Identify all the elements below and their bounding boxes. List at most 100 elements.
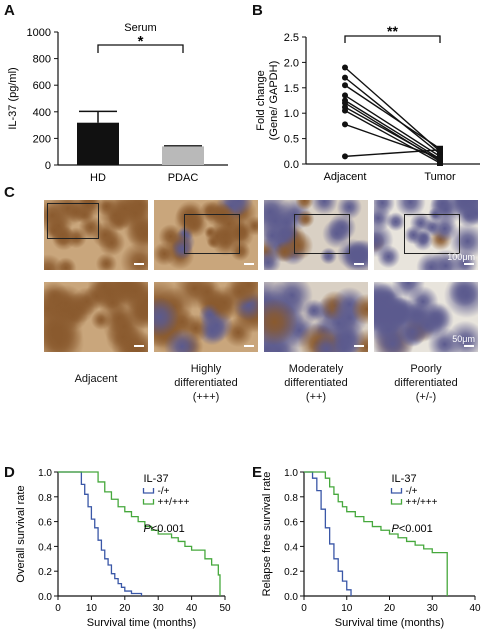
inset-box [404, 214, 460, 254]
x-tick-label: HD [90, 172, 106, 184]
y-tick-label: 600 [33, 80, 51, 92]
caption-line: (+/-) [415, 391, 437, 403]
y-tick-label: 0.0 [284, 159, 299, 171]
micrograph-zoom [154, 282, 258, 352]
x-tick-label: 30 [427, 603, 439, 614]
inset-box [184, 214, 240, 254]
y-tick-label: 1.5 [284, 83, 299, 95]
x-axis-label: Survival time (months) [87, 617, 196, 629]
adjacent-point [342, 74, 348, 81]
y-tick-label: 0.0 [284, 592, 298, 603]
scale-bar [244, 345, 254, 347]
tumor-point [437, 159, 443, 166]
pair-line [344, 99, 441, 160]
y-tick-label: 0.6 [284, 518, 298, 529]
bar-hd [77, 122, 119, 165]
legend-label: ++/+++ [158, 497, 190, 508]
y-tick-label: 1.0 [38, 468, 52, 479]
x-tick-label: 40 [469, 603, 481, 614]
scale-bar [464, 345, 474, 347]
panel-letter-b: B [252, 2, 263, 19]
adjacent-point [342, 153, 348, 160]
adjacent-point [342, 82, 348, 89]
micrograph-overview: 100μm [374, 200, 478, 270]
micrograph-caption: Moderately differentiated (++) [264, 362, 368, 404]
y-tick-label: 1.0 [284, 468, 298, 479]
micrograph-overview [44, 200, 148, 270]
micrograph-caption: Highly differentiated (+++) [154, 362, 258, 404]
y-tick-label: 200 [33, 133, 51, 145]
y-tick-label: 400 [33, 107, 51, 119]
x-tick-label: 50 [219, 603, 231, 614]
pair-line [344, 77, 441, 155]
panel-letter-e: E [252, 464, 263, 481]
x-tick-label: 40 [186, 603, 198, 614]
scale-bar [134, 345, 144, 347]
caption-line: Poorly [410, 363, 442, 375]
km-curve-high [304, 471, 448, 596]
x-tick-label: 0 [55, 603, 61, 614]
adjacent-point [342, 121, 348, 128]
pair-line [344, 149, 441, 158]
caption-line: Highly [190, 363, 222, 375]
y-tick-label: 0.6 [38, 518, 52, 529]
km-curve-low [58, 471, 143, 596]
caption-line: (+++) [192, 391, 220, 403]
significance-bracket [97, 44, 184, 53]
panel-e-survival-chart: 0.0 0.2 0.4 0.6 0.8 1.0 0 10 20 30 40 Survival time… [261, 468, 481, 629]
caption-line: (++) [305, 391, 327, 403]
y-axis-label-line2: (Gene/ GAPDH) [268, 61, 280, 140]
significance-mark: ** [387, 23, 398, 39]
legend-label: -/+ [158, 486, 170, 497]
scale-bar [464, 263, 474, 265]
caption-line: Moderately [288, 363, 344, 375]
y-tick-label: 1.0 [284, 108, 299, 120]
legend-title: IL-37 [144, 473, 169, 485]
panel-letter-d: D [4, 464, 15, 481]
km-curve-low [304, 471, 352, 596]
y-tick-label: 2.5 [284, 32, 299, 44]
y-tick-label: 0.4 [38, 542, 52, 553]
y-tick-label: 0 [45, 160, 51, 172]
adjacent-point [342, 107, 348, 114]
panel-letter-a: A [4, 2, 15, 19]
y-tick-label: 0.5 [284, 134, 299, 146]
pair-line [344, 123, 441, 159]
y-axis-label-line1: Fold change [255, 70, 267, 131]
y-axis-label: Relapse free survival rate [261, 472, 273, 597]
pair-line [344, 84, 441, 150]
x-tick-label: PDAC [168, 172, 199, 184]
scale-bar [244, 263, 254, 265]
inset-box [47, 203, 99, 239]
x-tick-label: 30 [153, 603, 165, 614]
micrograph-caption: Poorly differentiated (+/-) [374, 362, 478, 404]
scale-label: 100μm [447, 252, 475, 262]
panel-letter-c: C [4, 184, 15, 201]
p-value: P<0.001 [392, 523, 433, 535]
y-axis-label: IL-37 (pg/ml) [7, 67, 19, 129]
y-tick-label: 0.2 [284, 567, 298, 578]
adjacent-point [342, 64, 348, 71]
bar-pdac [162, 146, 204, 165]
y-tick-label: 0.0 [38, 592, 52, 603]
micrograph-caption: Adjacent [44, 372, 148, 386]
micrograph-zoom [264, 282, 368, 352]
panel-d-survival-chart: 0.0 0.2 0.4 0.6 0.8 1.0 0 10 20 30 40 50 Survival ti… [15, 468, 231, 629]
y-axis-label: Overall survival rate [15, 485, 27, 582]
legend-swatch [142, 488, 155, 494]
panel-a-bar-chart: 0 200 400 600 800 1000 IL-37 (pg/ml) HD PDAC Seru… [7, 22, 228, 184]
inset-box [294, 214, 350, 254]
legend-swatch [142, 499, 155, 505]
scale-bar [354, 345, 364, 347]
scale-label: 50μm [452, 334, 475, 344]
x-tick-label: Tumor [424, 171, 456, 183]
x-tick-label: 20 [384, 603, 396, 614]
chart-title: Serum [124, 22, 156, 34]
x-tick-label: 10 [86, 603, 98, 614]
y-tick-label: 0.4 [284, 542, 298, 553]
caption-line: Adjacent [74, 373, 118, 385]
y-tick-label: 800 [33, 54, 51, 66]
x-tick-label: 0 [301, 603, 307, 614]
adjacent-point [342, 92, 348, 99]
y-tick-label: 0.8 [38, 493, 52, 504]
